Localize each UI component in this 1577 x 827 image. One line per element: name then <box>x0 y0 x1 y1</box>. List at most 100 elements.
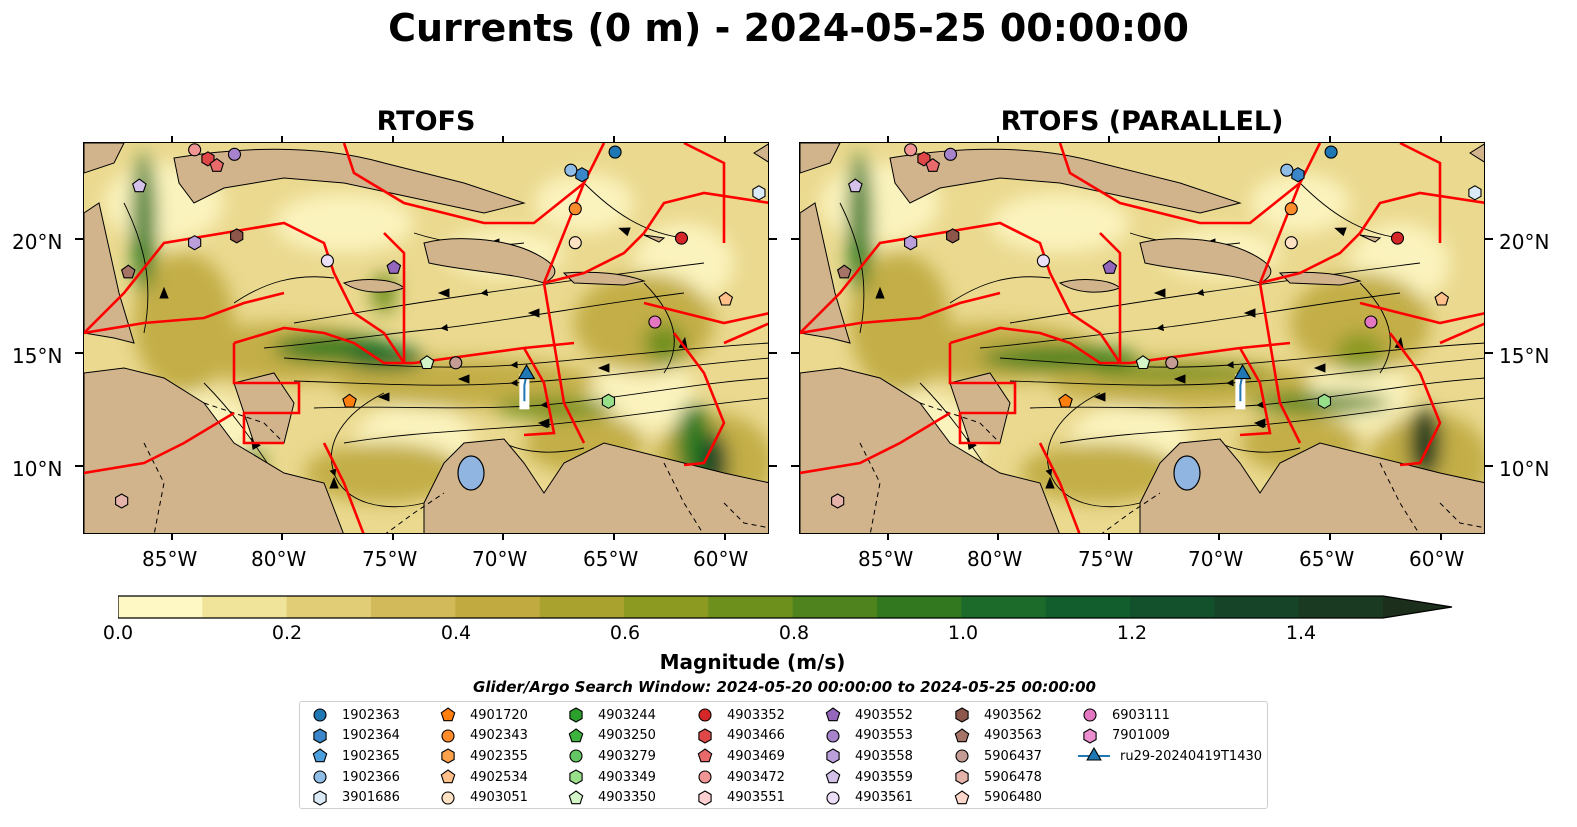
legend-label: 5906478 <box>984 769 1042 785</box>
lon-label-65w-left: 65°W <box>583 547 639 571</box>
colorbar-tick-0: 0.0 <box>102 622 134 644</box>
legend-marker-4903553 <box>826 729 840 743</box>
legend-item-4903350: 4903350 <box>564 788 656 808</box>
float-4903350 <box>1135 355 1151 370</box>
legend-marker <box>698 770 712 784</box>
landmass <box>800 143 1484 533</box>
colorbar-tick-0.6: 0.6 <box>609 622 641 644</box>
legend-label: 4903350 <box>598 790 656 806</box>
legend-marker-4903559 <box>825 769 841 784</box>
legend-marker-4901720 <box>440 707 456 722</box>
legend-item-4903563: 4903563 <box>950 726 1042 746</box>
lon-tick <box>281 533 284 540</box>
legend-marker-4902355 <box>441 748 455 765</box>
legend-label: 4903244 <box>598 707 656 723</box>
float-3901686 <box>752 185 766 201</box>
legend-marker <box>826 748 840 765</box>
lon-tick <box>391 533 394 540</box>
colorbar-tick-1.4: 1.4 <box>1285 622 1317 644</box>
legend-marker <box>954 790 970 805</box>
lat-tick <box>1485 238 1493 241</box>
lon-label-70w-left: 70°W <box>472 547 528 571</box>
lon-tick <box>1329 136 1332 143</box>
search-window-text: Glider/Argo Search Window: 2024-05-20 00… <box>473 678 1096 696</box>
map-panel-rtofs-parallel[interactable] <box>799 142 1485 534</box>
float-4902534 <box>1434 291 1450 306</box>
lat-tick <box>75 351 83 354</box>
lon-label-75w-right: 75°W <box>1078 547 1134 571</box>
float-5906478 <box>831 493 845 509</box>
legend-marker-3901686 <box>313 790 327 806</box>
lat-tick <box>1485 465 1493 468</box>
legend-item-4903551: 4903551 <box>693 788 785 808</box>
legend-marker <box>1078 747 1110 761</box>
float-4903553 <box>227 147 242 161</box>
float-4903472 <box>904 143 918 157</box>
float-3901686 <box>1468 185 1482 201</box>
legend-marker-4903552 <box>825 707 841 722</box>
float-4903561 <box>1036 254 1050 268</box>
legend-label: 4903561 <box>855 790 913 806</box>
legend-marker-4903551 <box>698 790 712 806</box>
legend-marker-4902343 <box>441 729 455 743</box>
legend-marker-1902364 <box>313 728 327 744</box>
legend-item-4903559: 4903559 <box>821 767 913 787</box>
colorbar-segment <box>455 596 541 618</box>
legend-marker <box>955 769 969 785</box>
main-title: Currents (0 m) - 2024-05-25 00:00:00 <box>388 6 1189 50</box>
lat-tick <box>75 238 83 241</box>
legend-item-5906478: 5906478 <box>950 767 1042 787</box>
legend-item-4903472: 4903472 <box>693 767 785 787</box>
legend-marker-ru29-20240419T1430 <box>1086 747 1102 761</box>
float-4902343 <box>1284 202 1298 216</box>
legend-marker-4903352 <box>698 708 712 722</box>
float-4903552 <box>1102 259 1118 274</box>
legend-marker <box>568 790 584 805</box>
legend-marker <box>698 728 712 744</box>
lon-tick <box>997 533 1000 540</box>
lat-label-10n-left: 10°N <box>12 457 63 481</box>
country-borders <box>143 402 768 533</box>
legend-marker-1902365 <box>312 748 328 763</box>
lon-label-80w-right: 80°W <box>967 547 1023 571</box>
float-4903553 <box>943 147 958 161</box>
legend-item-4903553: 4903553 <box>821 726 913 746</box>
lon-tick <box>1218 533 1221 540</box>
country-borders <box>859 402 1484 533</box>
lat-label-10n-right: 10°N <box>1499 457 1550 481</box>
legend-marker <box>441 729 455 743</box>
legend-marker-4903466 <box>698 728 712 744</box>
legend-item-4903552: 4903552 <box>821 705 913 725</box>
float-1902364 <box>575 167 589 183</box>
eez-boundaries <box>84 143 768 533</box>
legend-label: 1902363 <box>342 707 400 723</box>
legend-label: 4903558 <box>855 748 913 764</box>
legend-item-4901720: 4901720 <box>436 705 528 725</box>
legend-label: 4903051 <box>470 790 528 806</box>
lat-label-15n-left: 15°N <box>12 344 63 368</box>
legend-item-4902343: 4902343 <box>436 726 528 746</box>
legend-marker-4903469 <box>697 748 713 763</box>
float-4902534 <box>718 291 734 306</box>
legend-item-4903244: 4903244 <box>564 705 656 725</box>
map-panel-rtofs[interactable] <box>83 142 769 534</box>
float-1902366 <box>564 163 578 177</box>
legend-label: 4903552 <box>855 707 913 723</box>
legend-item-5906480: 5906480 <box>950 788 1042 808</box>
legend-item-4903250: 4903250 <box>564 726 656 746</box>
lake-maracaibo <box>1173 455 1201 491</box>
legend-item-4903466: 4903466 <box>693 726 785 746</box>
lake-maracaibo <box>457 455 485 491</box>
legend-item-1902365: 1902365 <box>308 746 400 766</box>
glider-marker <box>517 364 536 380</box>
legend-marker <box>697 748 713 763</box>
legend-marker-4903279 <box>569 749 583 763</box>
legend-marker-4903349 <box>569 769 583 785</box>
lon-label-75w-left: 75°W <box>362 547 418 571</box>
legend-marker <box>826 729 840 743</box>
legend-marker-4903051 <box>441 791 455 805</box>
legend-item-1902364: 1902364 <box>308 726 400 746</box>
landmass <box>84 143 768 533</box>
lon-tick <box>1107 533 1110 540</box>
float-4903562 <box>230 228 244 244</box>
